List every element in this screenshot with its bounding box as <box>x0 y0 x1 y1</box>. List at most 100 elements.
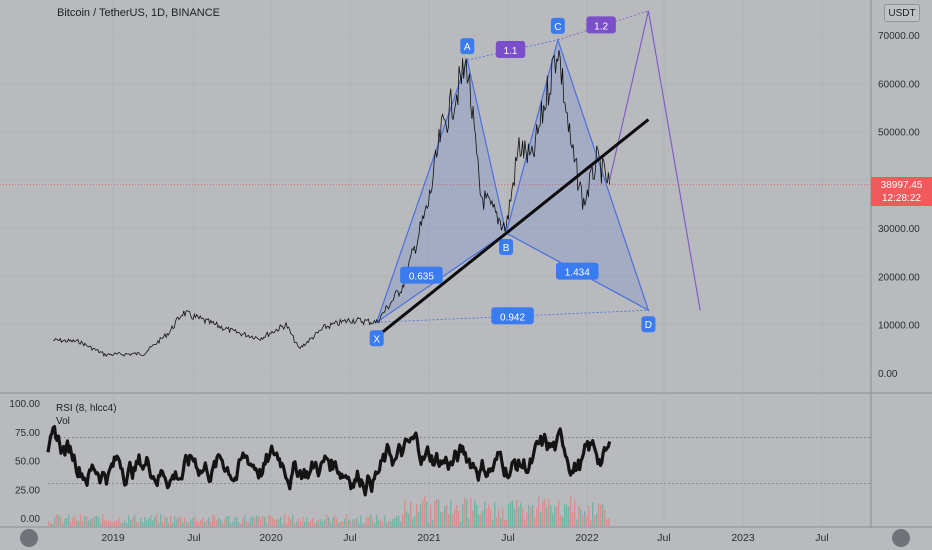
volume-bar <box>228 516 230 526</box>
volume-bar <box>118 517 120 526</box>
volume-bar <box>448 513 450 526</box>
volume-bar <box>152 520 154 526</box>
volume-bar <box>562 516 564 526</box>
volume-bar <box>364 522 366 526</box>
volume-bar <box>240 523 242 526</box>
volume-bar <box>294 523 296 526</box>
volume-bar <box>416 504 418 526</box>
volume-bar <box>532 504 534 526</box>
volume-bar <box>230 523 232 526</box>
volume-bar <box>370 514 372 526</box>
volume-bar <box>476 504 478 526</box>
ratio-label: 1.434 <box>565 268 590 279</box>
volume-bar <box>332 517 334 526</box>
volume-bar <box>602 504 604 526</box>
volume-bar <box>164 516 166 526</box>
volume-bar <box>340 521 342 526</box>
volume-bar <box>210 521 212 526</box>
volume-bar <box>550 505 552 526</box>
volume-bar <box>512 500 514 526</box>
volume-bar <box>506 519 508 526</box>
volume-bar <box>242 518 244 526</box>
settings-circle-right[interactable] <box>892 529 910 547</box>
bar-countdown: 12:28:22 <box>882 193 921 204</box>
volume-bar <box>358 523 360 526</box>
time-tick-label: Jul <box>187 532 200 544</box>
volume-bar <box>430 504 432 526</box>
volume-bar <box>566 504 568 526</box>
volume-bar <box>300 521 302 526</box>
volume-bar <box>412 518 414 526</box>
volume-bar <box>518 507 520 526</box>
point-label: C <box>554 22 561 33</box>
volume-bar <box>260 518 262 526</box>
ratio-label-box <box>400 266 443 284</box>
volume-bar <box>520 503 522 526</box>
volume-bar <box>600 504 602 526</box>
volume-bar <box>328 516 330 526</box>
settings-circle-left[interactable] <box>20 529 38 547</box>
volume-bar <box>248 522 250 526</box>
volume-bar <box>372 519 374 526</box>
volume-bar <box>58 515 60 526</box>
volume-bar <box>190 519 192 526</box>
volume-bar <box>330 523 332 526</box>
volume-bar <box>262 515 264 526</box>
volume-bar <box>466 499 468 526</box>
price-tick-label: 0.00 <box>878 369 898 380</box>
volume-bar <box>112 522 114 526</box>
volume-bar <box>608 518 610 526</box>
volume-bar <box>154 516 156 526</box>
volume-bar <box>596 513 598 526</box>
volume-bar <box>222 522 224 526</box>
volume-bar <box>446 504 448 526</box>
volume-bar <box>494 502 496 526</box>
volume-bar <box>524 518 526 526</box>
volume-bar <box>224 518 226 526</box>
volume-bar <box>414 516 416 526</box>
volume-bar <box>380 519 382 526</box>
volume-bar <box>490 509 492 526</box>
volume-bar <box>310 520 312 526</box>
volume-bar <box>76 520 78 526</box>
volume-bar <box>304 521 306 526</box>
volume-bar <box>86 516 88 526</box>
time-tick-label: Jul <box>343 532 356 544</box>
ratio-label: 1.2 <box>594 21 608 32</box>
volume-bar <box>94 515 96 526</box>
volume-bar <box>282 523 284 526</box>
price-tick-label: 70000.00 <box>878 31 920 42</box>
volume-bar <box>232 521 234 526</box>
volume-bar <box>470 498 472 526</box>
volume-bar <box>586 515 588 526</box>
volume-bar <box>70 521 72 526</box>
volume-bar <box>98 517 100 526</box>
volume-bar <box>320 519 322 526</box>
time-tick-label: 2021 <box>417 532 441 544</box>
volume-bar <box>406 511 408 526</box>
volume-bar <box>280 516 282 526</box>
volume-bar <box>134 514 136 526</box>
volume-bar <box>366 517 368 526</box>
volume-bar <box>468 518 470 526</box>
volume-bar <box>408 513 410 526</box>
volume-bar <box>52 523 54 526</box>
volume-bar <box>400 521 402 526</box>
volume-bar <box>552 512 554 526</box>
volume-bar <box>316 521 318 526</box>
volume-bar <box>120 523 122 526</box>
volume-bar <box>530 507 532 526</box>
volume-bar <box>458 511 460 526</box>
price-tick-label: 30000.00 <box>878 224 920 235</box>
volume-bar <box>418 512 420 526</box>
volume-bar <box>528 505 530 526</box>
currency-unit-button[interactable]: USDT <box>884 4 920 22</box>
volume-bar <box>422 500 424 526</box>
price-tick-label: 50000.00 <box>878 128 920 139</box>
volume-bar <box>394 518 396 526</box>
volume-bar <box>266 523 268 526</box>
volume-bar <box>388 520 390 526</box>
volume-bar <box>290 519 292 526</box>
volume-bar <box>284 514 286 526</box>
volume-bar <box>88 520 90 526</box>
